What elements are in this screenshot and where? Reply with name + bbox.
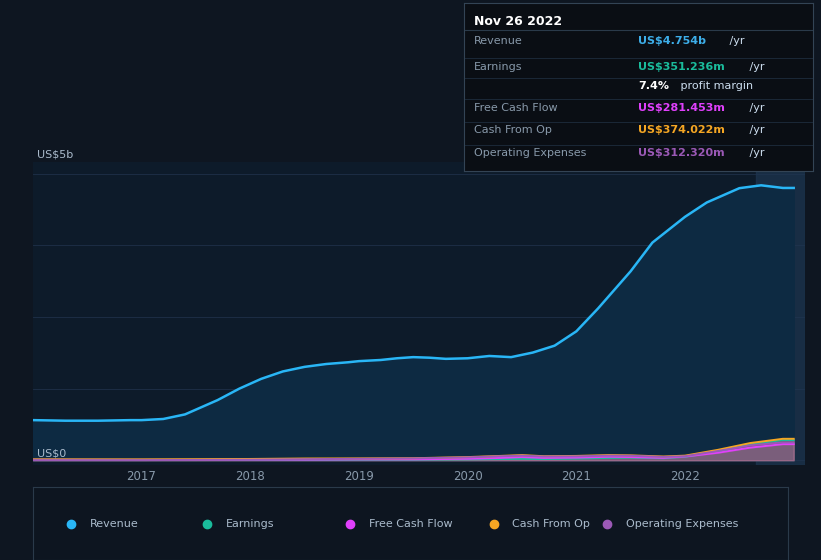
Text: Free Cash Flow: Free Cash Flow — [475, 102, 558, 113]
Text: /yr: /yr — [745, 62, 764, 72]
Text: Free Cash Flow: Free Cash Flow — [369, 519, 452, 529]
Text: /yr: /yr — [745, 148, 764, 158]
Bar — [755, 162, 805, 465]
Text: Revenue: Revenue — [89, 519, 138, 529]
Text: Earnings: Earnings — [226, 519, 274, 529]
Text: Cash From Op: Cash From Op — [475, 125, 553, 136]
Text: profit margin: profit margin — [677, 81, 754, 91]
Text: Earnings: Earnings — [475, 62, 523, 72]
Text: /yr: /yr — [745, 125, 764, 136]
Text: US$281.453m: US$281.453m — [639, 102, 725, 113]
Text: Operating Expenses: Operating Expenses — [626, 519, 738, 529]
Text: Cash From Op: Cash From Op — [512, 519, 590, 529]
Text: US$5b: US$5b — [37, 150, 73, 160]
Text: US$0: US$0 — [37, 449, 66, 459]
Text: Nov 26 2022: Nov 26 2022 — [475, 15, 562, 27]
Text: /yr: /yr — [727, 36, 745, 46]
Text: US$312.320m: US$312.320m — [639, 148, 725, 158]
Text: US$374.022m: US$374.022m — [639, 125, 725, 136]
Text: US$4.754b: US$4.754b — [639, 36, 706, 46]
Text: 7.4%: 7.4% — [639, 81, 669, 91]
Text: /yr: /yr — [745, 102, 764, 113]
Text: Operating Expenses: Operating Expenses — [475, 148, 587, 158]
Text: Revenue: Revenue — [475, 36, 523, 46]
Text: US$351.236m: US$351.236m — [639, 62, 725, 72]
